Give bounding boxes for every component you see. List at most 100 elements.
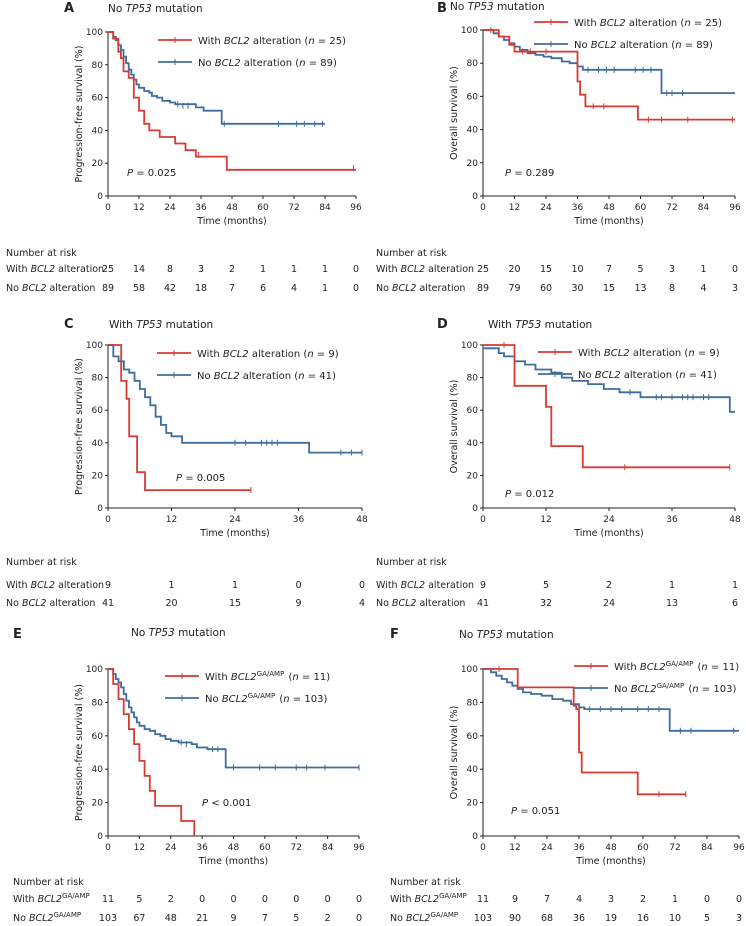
- legend-entry-with: With BCL2GA/AMP (n = 11): [614, 660, 739, 673]
- x-tick-label: 12: [134, 843, 145, 853]
- x-tick-label: 24: [603, 515, 615, 525]
- y-axis-label: Progression-free survival (%): [74, 358, 85, 495]
- x-tick-label: 36: [195, 203, 207, 213]
- risk-row-label: With BCL2 alteration: [376, 580, 474, 591]
- risk-value: 13: [666, 598, 678, 609]
- risk-value: 5: [637, 264, 643, 275]
- km-curve-no-bcl2: [108, 344, 362, 454]
- y-tick-label: 20: [92, 471, 104, 481]
- risk-value: 32: [540, 598, 552, 609]
- x-tick-label: 84: [319, 203, 331, 213]
- x-tick-label: 12: [509, 843, 520, 853]
- x-tick-label: 84: [698, 203, 710, 213]
- risk-value: 15: [229, 598, 241, 609]
- risk-table-title: Number at risk: [376, 248, 447, 259]
- risk-table-title: Number at risk: [6, 557, 77, 568]
- risk-value: 6: [732, 598, 738, 609]
- y-tick-label: 20: [92, 159, 104, 169]
- y-tick-label: 0: [97, 832, 103, 842]
- risk-table-title: Number at risk: [376, 557, 447, 568]
- risk-value: 103: [99, 913, 117, 924]
- x-tick-label: 0: [105, 515, 111, 525]
- x-tick-label: 36: [196, 843, 208, 853]
- risk-row-label: No BCL2 alteration: [376, 598, 465, 609]
- x-tick-label: 60: [637, 843, 649, 853]
- risk-row-label: No BCL2GA/AMP: [390, 911, 459, 924]
- y-tick-label: 100: [86, 28, 103, 38]
- x-tick-label: 36: [572, 203, 584, 213]
- p-value: P = 0.025: [127, 168, 176, 179]
- y-axis-label: Overall survival (%): [449, 380, 460, 474]
- risk-value: 1: [322, 264, 328, 275]
- risk-value: 7: [606, 264, 612, 275]
- x-axis-label: Time (months): [196, 216, 266, 227]
- risk-value: 3: [736, 913, 742, 924]
- risk-row-label: No BCL2 alteration: [376, 283, 465, 294]
- x-tick-label: 0: [105, 843, 111, 853]
- panel-subtitle: No TP53 mutation: [108, 3, 203, 15]
- risk-value: 9: [105, 580, 111, 591]
- risk-value: 4: [576, 894, 582, 905]
- y-tick-label: 0: [472, 192, 478, 202]
- risk-row-label: No BCL2 alteration: [6, 283, 95, 294]
- x-tick-label: 60: [257, 203, 269, 213]
- risk-value: 15: [540, 264, 552, 275]
- y-tick-label: 0: [472, 504, 478, 514]
- risk-value: 15: [603, 283, 615, 294]
- y-tick-label: 80: [92, 374, 104, 384]
- risk-table-title: Number at risk: [6, 248, 77, 259]
- risk-row-label: No BCL2 alteration: [6, 598, 95, 609]
- risk-value: 20: [165, 598, 177, 609]
- risk-value: 30: [571, 283, 583, 294]
- risk-value: 9: [512, 894, 518, 905]
- risk-value: 41: [477, 598, 489, 609]
- risk-value: 0: [736, 894, 742, 905]
- y-tick-label: 100: [86, 341, 103, 351]
- risk-value: 1: [291, 264, 297, 275]
- risk-value: 0: [353, 283, 359, 294]
- risk-value: 0: [262, 894, 268, 905]
- risk-value: 0: [732, 264, 738, 275]
- y-tick-label: 20: [92, 799, 104, 809]
- y-tick-label: 80: [92, 61, 104, 71]
- risk-table-title: Number at risk: [13, 877, 84, 888]
- legend-entry-no: No BCL2 alteration (n = 89): [198, 58, 337, 69]
- risk-value: 4: [291, 283, 297, 294]
- legend-entry-no: No BCL2 alteration (n = 41): [578, 370, 717, 381]
- risk-value: 14: [133, 264, 145, 275]
- risk-value: 3: [669, 264, 675, 275]
- risk-value: 6: [260, 283, 266, 294]
- x-tick-label: 48: [228, 843, 240, 853]
- x-tick-label: 48: [356, 515, 368, 525]
- risk-value: 21: [196, 913, 208, 924]
- risk-value: 0: [293, 894, 299, 905]
- x-tick-label: 12: [540, 515, 551, 525]
- km-curve-no-bcl2: [108, 668, 359, 769]
- risk-value: 2: [606, 580, 612, 591]
- risk-value: 4: [700, 283, 706, 294]
- risk-value: 5: [293, 913, 299, 924]
- x-tick-label: 60: [259, 843, 271, 853]
- risk-value: 0: [359, 580, 365, 591]
- risk-value: 11: [102, 894, 114, 905]
- x-tick-label: 48: [729, 515, 741, 525]
- y-tick-label: 40: [467, 765, 479, 775]
- x-tick-label: 0: [480, 843, 486, 853]
- y-axis-label: Overall survival (%): [449, 706, 460, 800]
- risk-value: 0: [230, 894, 236, 905]
- panel-letter: E: [13, 627, 22, 642]
- risk-value: 1: [168, 580, 174, 591]
- x-tick-label: 60: [635, 203, 647, 213]
- x-tick-label: 36: [666, 515, 678, 525]
- risk-value: 89: [102, 283, 114, 294]
- risk-value: 42: [164, 283, 176, 294]
- km-curve-with-bcl2: [483, 668, 686, 796]
- risk-value: 48: [165, 913, 177, 924]
- km-curve-no-bcl2: [483, 347, 735, 413]
- risk-value: 0: [295, 580, 301, 591]
- risk-value: 68: [541, 913, 553, 924]
